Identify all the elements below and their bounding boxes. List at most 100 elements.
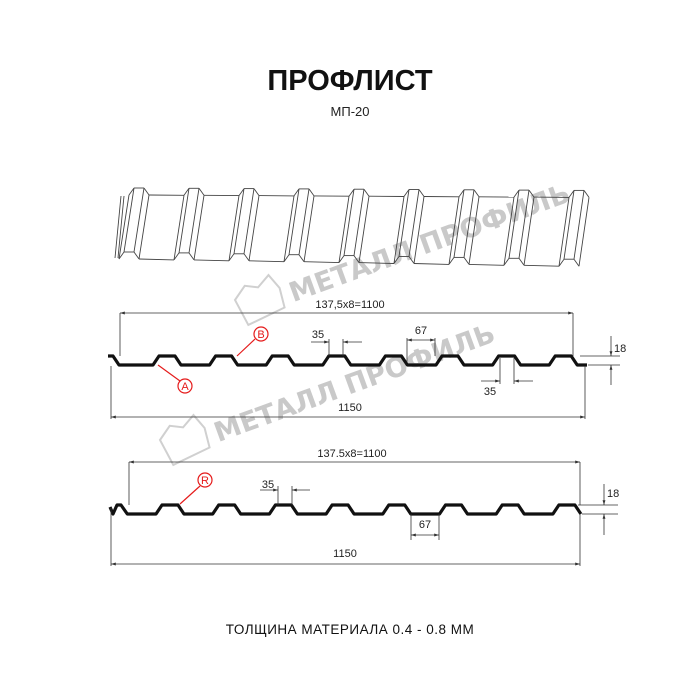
marker-a: A [157, 364, 193, 394]
rib-top-dim-label: 35 [312, 329, 324, 341]
sheet-bottom-edge [503, 258, 510, 266]
sheet-top-edge [403, 189, 410, 197]
logo-icon [158, 413, 211, 467]
sheet-top-edge [348, 188, 355, 197]
sheet-bottom-edge [303, 261, 340, 264]
sheet-edge-fold [117, 195, 125, 259]
watermark-text: МЕТАЛЛ ПРОФИЛЬ [285, 178, 574, 309]
pitch-dim-label: 137.5x8=1100 [317, 448, 386, 460]
sheet-rib-line [523, 197, 535, 266]
sheet-bottom-edge [468, 263, 505, 266]
sheet-bottom-edge [133, 251, 140, 260]
sheet-top-edge [183, 188, 190, 196]
sheet-rib-line [123, 187, 135, 253]
sheet-rib-line [463, 189, 475, 258]
sheet-rib-line [228, 195, 240, 261]
sheet-top-edge [198, 188, 205, 196]
sheet-top-edge [128, 187, 135, 196]
profile-line [108, 354, 587, 367]
sheet-rib-line [283, 195, 295, 262]
sheet-top-edge [363, 188, 370, 197]
sheet-top-edge [513, 189, 520, 198]
sheet-rib-line [398, 189, 410, 257]
sheet-bottom-edge [573, 258, 580, 267]
sheet-bottom-edge [298, 254, 305, 262]
sheet-rib-line [448, 196, 460, 265]
logo-icon [233, 273, 286, 327]
sheet-rib-line [453, 189, 465, 258]
sheet-rib-line [353, 189, 365, 256]
sheet-rib-line [408, 189, 420, 257]
watermark-text: МЕТАЛЛ ПРОФИЛЬ [210, 318, 499, 449]
sheet-bottom-edge [558, 258, 565, 267]
sheet-bottom-edge [393, 256, 400, 264]
sheet-top-edge [253, 188, 260, 196]
sheet-bottom-edge [413, 263, 450, 265]
watermark-1: МЕТАЛЛ ПРОФИЛЬ [233, 178, 574, 327]
sheet-3d-view [114, 187, 590, 267]
marker-b: B [236, 326, 269, 357]
sheet-top-edge [293, 188, 300, 197]
sheet-bottom-edge [408, 256, 415, 264]
sheet-rib-line [188, 188, 200, 253]
sheet-rib-line [413, 196, 425, 264]
sheet-rib-line [358, 196, 370, 263]
height-dim-label: 18 [614, 343, 626, 355]
profile-section-2: 137.5x8=1100 1150 35 67 18 R [108, 448, 619, 566]
rib-bottom-dim-label: 67 [419, 519, 431, 531]
sheet-rib-line [393, 196, 405, 264]
page-title: ПРОФЛИСТ [267, 65, 432, 97]
marker-r: R [179, 472, 213, 505]
width-dim-label: 1150 [338, 402, 362, 414]
sheet-edge-fold [114, 195, 122, 259]
sheet-top-edge [528, 189, 535, 198]
sheet-top-edge [238, 188, 245, 196]
marker-r-label: R [201, 475, 209, 487]
sheet-rib-line [138, 194, 150, 260]
sheet-top-edge [143, 187, 150, 196]
material-thickness-note: ТОЛЩИНА МАТЕРИАЛА 0.4 - 0.8 ММ [226, 622, 475, 637]
width-dim-label: 1150 [333, 548, 357, 560]
sheet-rib-line [288, 188, 300, 255]
sheet-top-edge [473, 189, 480, 198]
sheet-bottom-edge [243, 253, 250, 262]
sheet-rib-line [173, 195, 185, 260]
sheet-rib-line [248, 195, 260, 261]
profile-section-1: 137,5x8=1100 1150 35 67 35 18 B [108, 299, 626, 419]
sheet-rib-line [558, 197, 570, 267]
rib-top-dim-label: 35 [262, 479, 274, 491]
sheet-bottom-edge [283, 254, 290, 262]
sheet-bottom-edge [448, 257, 455, 265]
sheet-rib-line [518, 190, 530, 259]
sheet-bottom-edge [463, 257, 470, 265]
marker-b-label: B [257, 329, 264, 341]
sheet-rib-line [508, 190, 520, 259]
rib-bottom-dim-label: 67 [415, 325, 427, 337]
sheet-rib-line [343, 189, 355, 256]
sheet-bottom-edge [188, 252, 195, 261]
sheet-rib-line [303, 195, 315, 262]
sheet-bottom-edge [358, 262, 395, 264]
page-subtitle: МП-20 [331, 104, 370, 119]
sheet-top-edge [583, 190, 590, 198]
height-dim-label: 18 [607, 488, 619, 500]
sheet-bottom-edge [353, 255, 360, 263]
sheet-bottom-edge [173, 252, 180, 261]
marker-a-label: A [181, 381, 189, 393]
sheet-rib-line [573, 190, 585, 260]
sheet-rib-line [118, 194, 130, 260]
pitch-dim-label: 137,5x8=1100 [315, 299, 384, 311]
sheet-bottom-edge [138, 258, 175, 261]
sheet-bottom-edge [193, 259, 230, 262]
sheet-bottom-edge [228, 253, 235, 262]
sheet-rib-line [298, 188, 310, 255]
sheet-rib-line [233, 188, 245, 254]
profile-line [108, 503, 583, 516]
sheet-rib-line [243, 188, 255, 254]
sheet-rib-line [338, 196, 350, 263]
sheet-rib-line [468, 196, 480, 265]
sheet-top-edge [418, 189, 425, 197]
sheet-bottom-edge [338, 255, 345, 263]
sheet-rib-line [133, 187, 145, 253]
